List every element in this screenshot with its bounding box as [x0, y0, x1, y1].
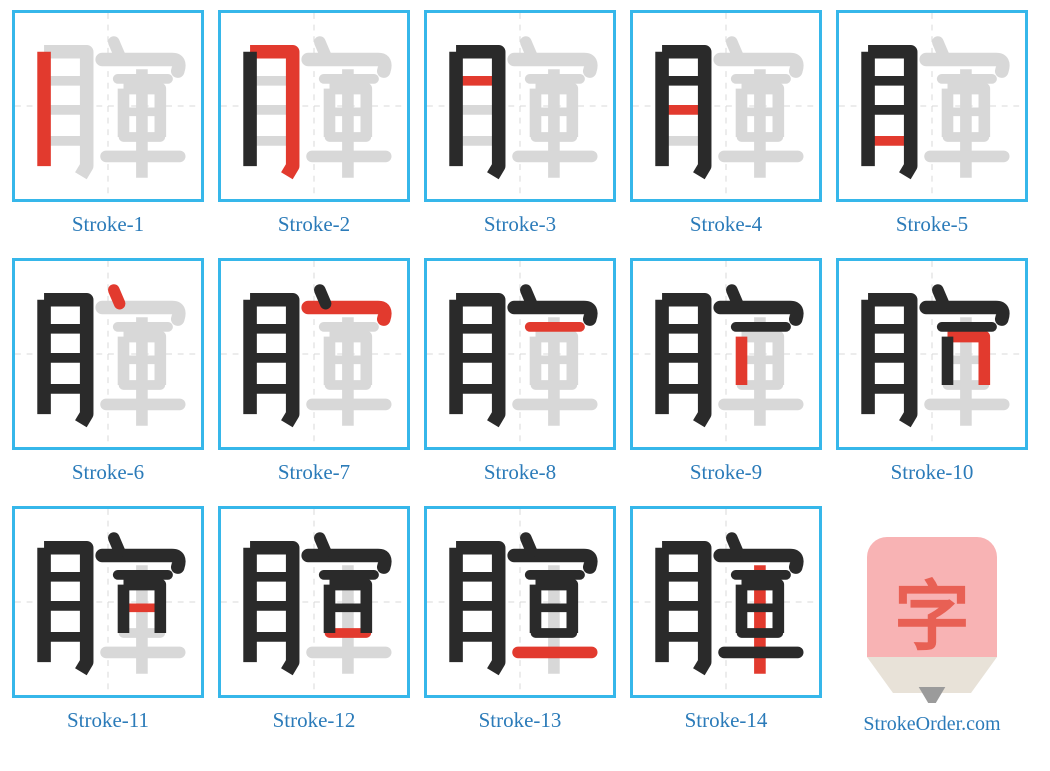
stroke-label: Stroke-5	[896, 212, 968, 237]
stroke-tile	[12, 10, 204, 202]
pencil-logo-icon: 字	[857, 537, 1007, 707]
stroke-label: Stroke-9	[690, 460, 762, 485]
stroke-label: Stroke-13	[479, 708, 562, 733]
stroke-grid: Stroke-1 Stroke-2 Stroke-3 Stroke-4 Stro…	[12, 10, 1038, 742]
stroke-cell: Stroke-3	[424, 10, 616, 246]
stroke-tile	[218, 258, 410, 450]
watermark: StrokeOrder.com	[863, 713, 1000, 736]
logo-cell: 字 StrokeOrder.com	[836, 506, 1028, 742]
stroke-cell: Stroke-6	[12, 258, 204, 494]
stroke-cell: Stroke-12	[218, 506, 410, 742]
stroke-cell: Stroke-9	[630, 258, 822, 494]
stroke-label: Stroke-11	[67, 708, 149, 733]
pencil-char: 字	[857, 555, 1007, 665]
stroke-label: Stroke-8	[484, 460, 556, 485]
stroke-tile	[218, 506, 410, 698]
stroke-cell: Stroke-2	[218, 10, 410, 246]
stroke-tile	[12, 258, 204, 450]
stroke-tile	[836, 10, 1028, 202]
stroke-tile	[836, 258, 1028, 450]
stroke-tile	[424, 10, 616, 202]
stroke-label: Stroke-12	[273, 708, 356, 733]
stroke-label: Stroke-7	[278, 460, 350, 485]
stroke-tile	[630, 258, 822, 450]
stroke-tile	[630, 506, 822, 698]
stroke-cell: Stroke-1	[12, 10, 204, 246]
stroke-cell: Stroke-4	[630, 10, 822, 246]
stroke-label: Stroke-4	[690, 212, 762, 237]
stroke-tile	[12, 506, 204, 698]
stroke-cell: Stroke-7	[218, 258, 410, 494]
stroke-label: Stroke-1	[72, 212, 144, 237]
stroke-cell: Stroke-8	[424, 258, 616, 494]
stroke-tile	[424, 506, 616, 698]
stroke-tile	[424, 258, 616, 450]
stroke-label: Stroke-2	[278, 212, 350, 237]
stroke-cell: Stroke-13	[424, 506, 616, 742]
stroke-tile	[630, 10, 822, 202]
stroke-cell: Stroke-10	[836, 258, 1028, 494]
stroke-cell: Stroke-5	[836, 10, 1028, 246]
stroke-label: Stroke-10	[891, 460, 974, 485]
stroke-label: Stroke-6	[72, 460, 144, 485]
stroke-label: Stroke-3	[484, 212, 556, 237]
stroke-cell: Stroke-11	[12, 506, 204, 742]
stroke-tile	[218, 10, 410, 202]
stroke-label: Stroke-14	[685, 708, 768, 733]
stroke-cell: Stroke-14	[630, 506, 822, 742]
